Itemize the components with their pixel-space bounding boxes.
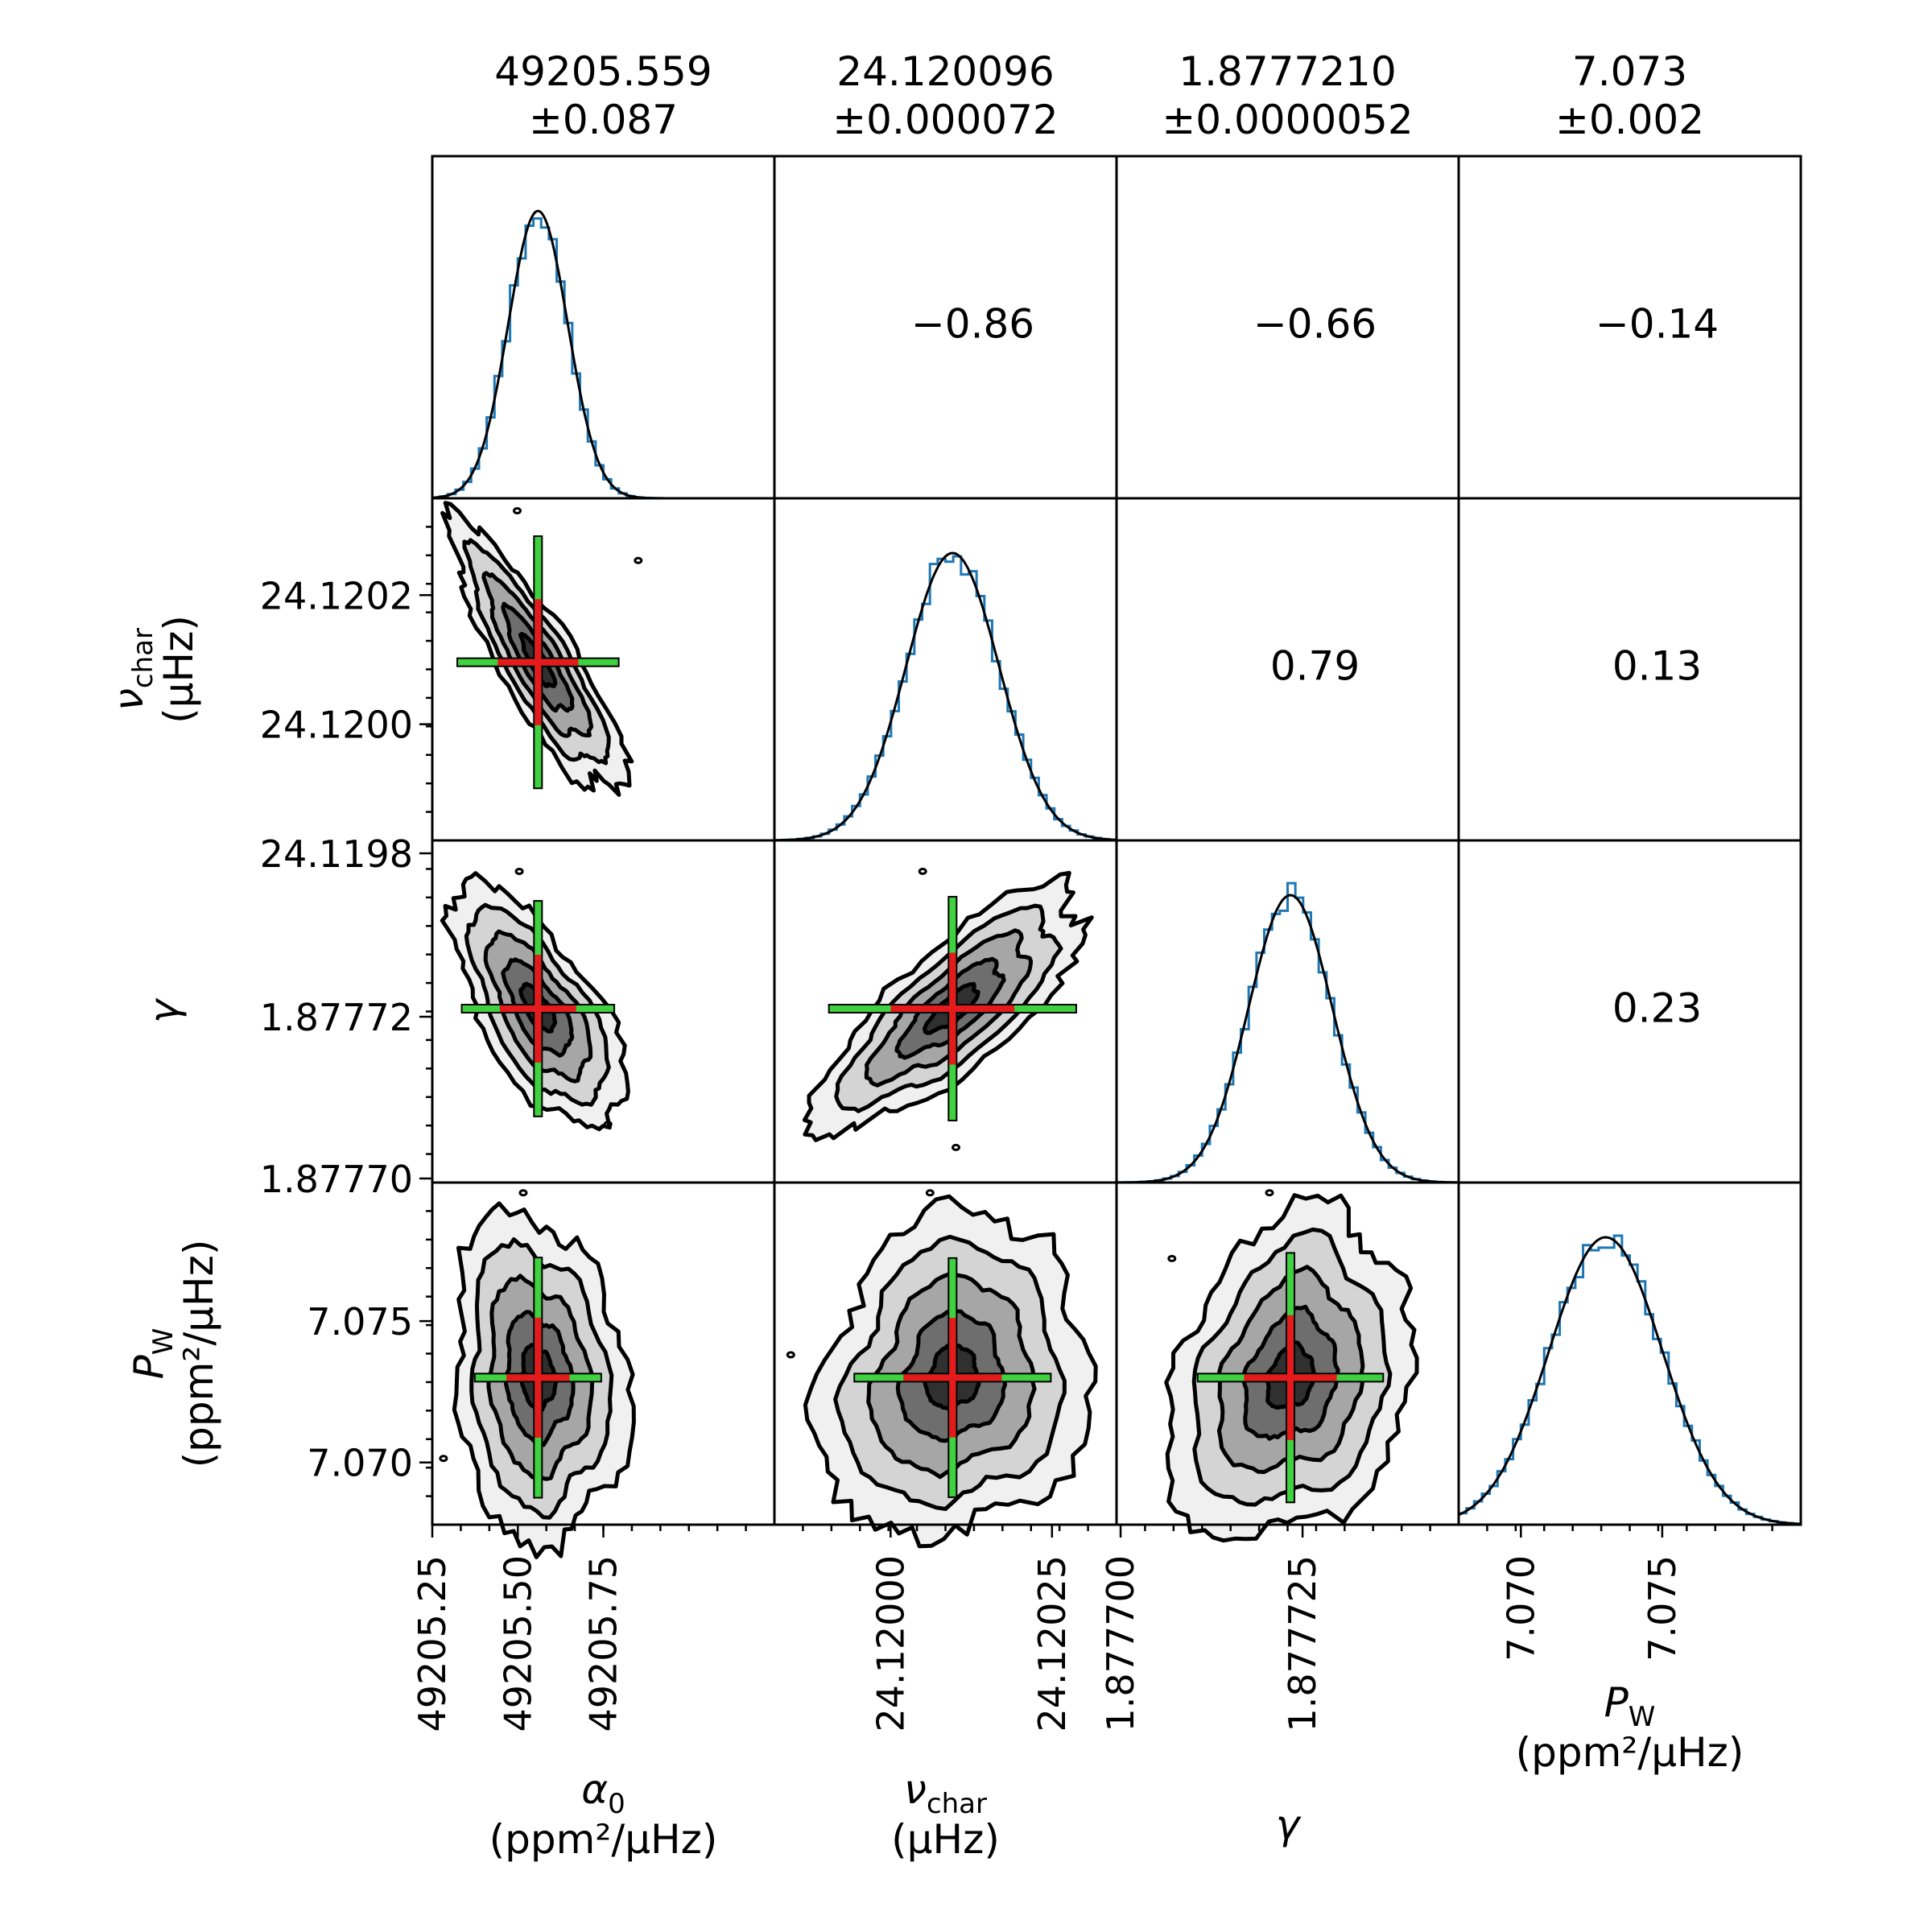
panel-frame	[773, 497, 1118, 842]
contour-panel-nu_char-P_W	[786, 1189, 1098, 1549]
correlation-gamma-P_W: 0.23	[1612, 985, 1702, 1031]
y-axis-label-P_W: PW(ppm²/μHz)	[126, 1240, 222, 1468]
contour-panel-nu_char-gamma	[802, 867, 1094, 1151]
contour-island	[786, 1351, 795, 1359]
y-tick-label: 1.87772	[260, 996, 413, 1039]
marker-v-inner	[535, 955, 542, 1063]
gaussian-fit-P_W	[1458, 1236, 1802, 1525]
x-axis-label-alpha0-unit: (ppm²/μHz)	[489, 1816, 718, 1863]
y-axis-label-nu_char-unit: (μHz)	[155, 615, 202, 724]
contour-panel-alpha0-gamma	[440, 868, 630, 1132]
marker-v-inner	[1287, 1315, 1294, 1440]
gaussian-fit-gamma	[1117, 894, 1459, 1184]
contour-island	[1167, 1254, 1177, 1262]
y-axis-label-P_W-symbol: PW	[126, 1328, 180, 1380]
marker-v-inner	[535, 599, 542, 725]
y-axis-label-gamma-symbol: γ	[141, 997, 188, 1023]
marker-gamma-P_W	[1196, 1252, 1385, 1504]
correlation-alpha0-P_W: −0.14	[1596, 300, 1719, 347]
gaussian-fit-nu_char	[774, 551, 1117, 842]
y-tick-label: 7.075	[307, 1300, 413, 1344]
x-axis-label-P_W-symbol: PW	[1604, 1679, 1656, 1733]
x-tick-label: 49205.25	[411, 1555, 454, 1732]
marker-alpha0-gamma	[460, 900, 616, 1117]
contour-island	[918, 867, 927, 875]
x-tick-label: 49205.50	[496, 1555, 539, 1732]
y-tick-label: 24.1202	[260, 574, 413, 617]
header-error-alpha0: ±0.087	[529, 97, 678, 143]
x-axis-label-alpha0: α0(ppm²/μHz)	[489, 1766, 718, 1863]
gaussian-fit-alpha0	[431, 209, 774, 500]
contour-panel-alpha0-nu_char	[440, 501, 643, 797]
x-axis-label-nu_char-symbol: νchar	[904, 1766, 987, 1820]
x-tick-label: 24.12000	[869, 1555, 912, 1732]
header-value-P_W: 7.073	[1572, 48, 1687, 95]
x-axis-label-alpha0-symbol: α0	[581, 1766, 625, 1820]
contour-island	[603, 1121, 613, 1129]
x-axis-label-gamma-symbol: γ	[1276, 1802, 1302, 1848]
header-value-nu_char: 24.120096	[836, 48, 1054, 95]
x-tick-label: 24.12025	[1030, 1555, 1074, 1732]
y-tick-label: 7.070	[307, 1442, 413, 1485]
correlation-nu_char-gamma: 0.79	[1270, 642, 1360, 689]
y-axis-label-P_W-unit: (ppm²/μHz)	[175, 1240, 222, 1468]
marker-alpha0-P_W	[473, 1257, 602, 1499]
marker-nu_char-P_W	[853, 1257, 1052, 1498]
header-error-nu_char: ±0.000072	[832, 97, 1058, 143]
y-tick-label: 1.87770	[260, 1158, 413, 1201]
x-tick-label: 1.877725	[1281, 1555, 1324, 1732]
header-value-alpha0: 49205.559	[494, 48, 712, 95]
histogram-gamma	[1117, 881, 1459, 1184]
correlation-alpha0-nu_char: −0.86	[911, 300, 1034, 347]
contour-island	[952, 1143, 960, 1151]
x-tick-label: 49205.75	[582, 1555, 625, 1732]
contour-island	[513, 507, 522, 514]
marker-v-inner	[949, 952, 956, 1065]
marker-alpha0-nu_char	[456, 535, 620, 790]
marker-v-inner	[535, 1317, 542, 1438]
correlation-alpha0-gamma: −0.66	[1253, 300, 1377, 347]
x-axis-label-P_W-unit: (ppm²/μHz)	[1516, 1729, 1744, 1776]
y-tick-label: 24.1200	[260, 704, 413, 747]
header-error-P_W: ±0.002	[1555, 97, 1704, 143]
y-axis-label-nu_char: νchar(μHz)	[105, 615, 202, 724]
marker-nu_char-gamma	[828, 895, 1077, 1122]
contour-island	[514, 868, 524, 875]
x-axis-label-nu_char: νchar(μHz)	[891, 1766, 1000, 1863]
labels-layer: −0.86 −0.66 −0.140.79 0.130.2349205.559±0.0…	[105, 48, 1744, 1863]
x-tick-label: 1.877700	[1099, 1555, 1142, 1732]
x-axis-label-P_W: PW(ppm²/μHz)	[1516, 1679, 1744, 1776]
contour-island	[634, 556, 643, 564]
contour-panel-alpha0-P_W	[439, 1189, 636, 1559]
y-tick-label: 24.1198	[260, 832, 413, 876]
histogram-alpha0	[432, 217, 774, 500]
header-error-gamma: ±0.0000052	[1162, 97, 1413, 143]
y-axis-label-nu_char-symbol: νchar	[105, 628, 159, 711]
x-tick-label: 7.075	[1641, 1555, 1684, 1662]
contour-island	[439, 1455, 448, 1463]
x-axis-label-gamma: γ	[1276, 1802, 1302, 1848]
x-tick-label: 7.070	[1499, 1555, 1542, 1662]
histogram-P_W	[1459, 1234, 1801, 1525]
contour-island	[518, 1189, 528, 1197]
correlation-nu_char-P_W: 0.13	[1612, 642, 1702, 689]
y-axis-label-gamma: γ	[141, 997, 188, 1023]
marker-v-inner	[949, 1318, 956, 1438]
histogram-nu_char	[774, 555, 1117, 842]
contour-island	[925, 1189, 935, 1197]
contour-panel-gamma-P_W	[1164, 1189, 1419, 1543]
x-axis-label-nu_char-unit: (μHz)	[891, 1816, 1000, 1863]
contour-island	[1265, 1189, 1274, 1197]
panels-layer	[419, 155, 1802, 1559]
panel-frame	[1457, 1181, 1802, 1526]
header-value-gamma: 1.8777210	[1179, 48, 1396, 95]
